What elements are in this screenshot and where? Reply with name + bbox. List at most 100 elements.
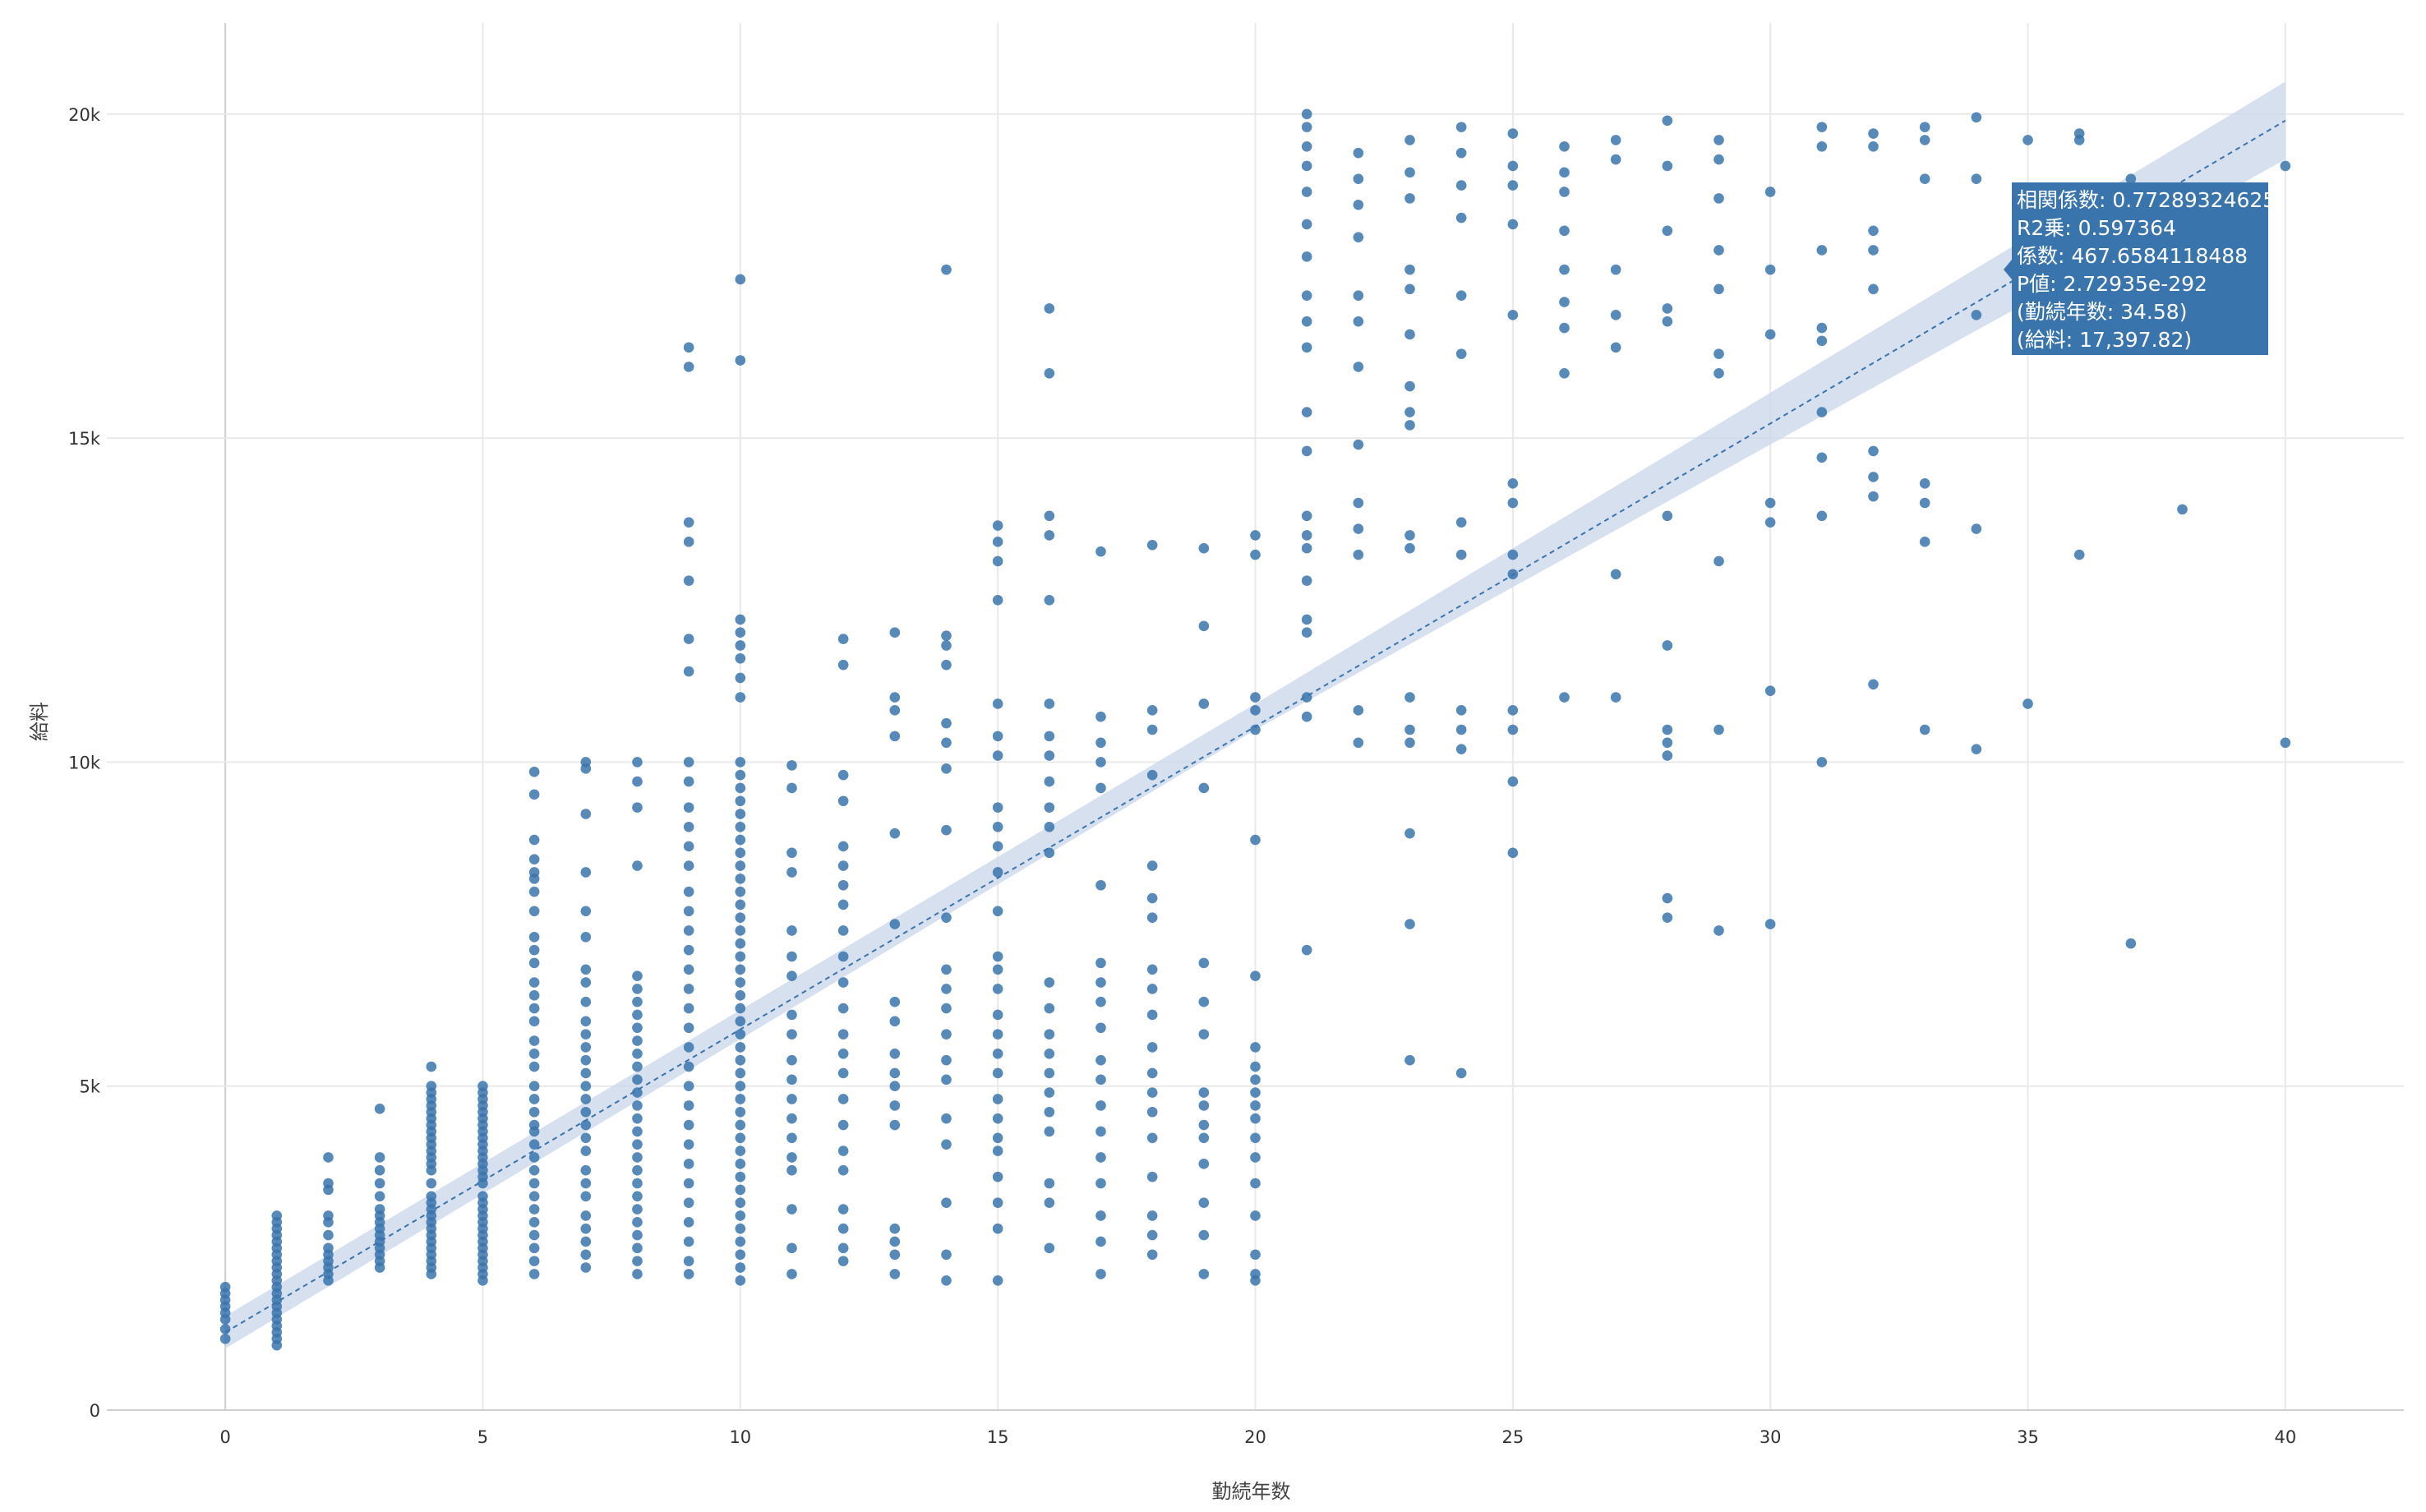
- data-point[interactable]: [1713, 154, 1724, 165]
- data-point[interactable]: [528, 789, 540, 800]
- trend-line[interactable]: [224, 119, 2286, 1334]
- data-point[interactable]: [528, 1139, 540, 1150]
- data-point[interactable]: [941, 1054, 952, 1066]
- data-point[interactable]: [1146, 1210, 1158, 1221]
- data-point[interactable]: [1455, 180, 1467, 191]
- data-point[interactable]: [941, 717, 952, 729]
- data-point[interactable]: [580, 1119, 592, 1131]
- data-point[interactable]: [1404, 264, 1415, 275]
- data-point[interactable]: [1404, 420, 1415, 431]
- data-point[interactable]: [683, 1269, 694, 1279]
- data-point[interactable]: [1301, 407, 1312, 417]
- data-point[interactable]: [1868, 284, 1879, 295]
- data-point[interactable]: [1250, 970, 1261, 981]
- data-point[interactable]: [1662, 303, 1673, 314]
- data-point[interactable]: [528, 854, 540, 865]
- data-point[interactable]: [632, 1164, 643, 1176]
- data-point[interactable]: [632, 1256, 643, 1266]
- data-point[interactable]: [1250, 692, 1261, 703]
- data-point[interactable]: [683, 821, 694, 832]
- data-point[interactable]: [889, 1100, 901, 1111]
- data-point[interactable]: [1816, 322, 1828, 334]
- data-point[interactable]: [941, 1139, 952, 1150]
- data-point[interactable]: [837, 659, 849, 671]
- data-point[interactable]: [837, 1119, 849, 1131]
- data-point[interactable]: [1044, 1048, 1055, 1059]
- data-point[interactable]: [1610, 135, 1621, 145]
- data-point[interactable]: [683, 362, 694, 372]
- data-point[interactable]: [735, 1210, 746, 1221]
- data-point[interactable]: [735, 627, 746, 638]
- data-point[interactable]: [1662, 750, 1673, 761]
- data-point[interactable]: [786, 760, 797, 771]
- data-point[interactable]: [1764, 264, 1776, 275]
- data-point[interactable]: [2022, 698, 2033, 709]
- data-point[interactable]: [1250, 1178, 1261, 1189]
- data-point[interactable]: [683, 634, 694, 644]
- data-point[interactable]: [889, 692, 901, 703]
- data-point[interactable]: [992, 1197, 1003, 1208]
- data-point[interactable]: [1095, 546, 1106, 557]
- data-point[interactable]: [1301, 122, 1312, 132]
- data-point[interactable]: [837, 1204, 849, 1215]
- data-point[interactable]: [426, 1178, 437, 1189]
- data-point[interactable]: [1146, 892, 1158, 904]
- data-point[interactable]: [1507, 705, 1519, 716]
- data-point[interactable]: [735, 834, 746, 846]
- data-point[interactable]: [992, 1067, 1003, 1079]
- data-point[interactable]: [735, 847, 746, 859]
- data-point[interactable]: [735, 355, 746, 366]
- data-point[interactable]: [735, 821, 746, 832]
- data-point[interactable]: [889, 731, 901, 742]
- data-point[interactable]: [1146, 539, 1158, 551]
- data-point[interactable]: [632, 1242, 643, 1254]
- data-point[interactable]: [1559, 167, 1570, 178]
- data-point[interactable]: [837, 1094, 849, 1104]
- data-point[interactable]: [1455, 549, 1467, 560]
- data-point[interactable]: [992, 1029, 1003, 1040]
- data-point[interactable]: [1868, 141, 1879, 152]
- data-point[interactable]: [1610, 264, 1621, 275]
- data-point[interactable]: [1404, 542, 1415, 554]
- data-point[interactable]: [1146, 1249, 1158, 1261]
- data-point[interactable]: [1301, 614, 1312, 625]
- data-point[interactable]: [683, 944, 694, 956]
- data-point[interactable]: [1301, 530, 1312, 541]
- data-point[interactable]: [1146, 860, 1158, 871]
- data-point[interactable]: [786, 951, 797, 962]
- data-point[interactable]: [735, 1016, 746, 1027]
- data-point[interactable]: [1507, 724, 1519, 735]
- data-point[interactable]: [1455, 290, 1467, 301]
- data-point[interactable]: [1044, 594, 1055, 606]
- data-point[interactable]: [528, 1126, 540, 1137]
- data-point[interactable]: [786, 782, 797, 794]
- data-point[interactable]: [1610, 310, 1621, 320]
- data-point[interactable]: [632, 1100, 643, 1111]
- data-point[interactable]: [1250, 549, 1261, 560]
- data-point[interactable]: [580, 1054, 592, 1066]
- data-point[interactable]: [1353, 705, 1364, 716]
- data-point[interactable]: [1713, 925, 1724, 936]
- data-point[interactable]: [941, 1113, 952, 1124]
- data-point[interactable]: [1353, 199, 1364, 210]
- data-point[interactable]: [786, 1009, 797, 1021]
- data-point[interactable]: [1404, 737, 1415, 749]
- data-point[interactable]: [632, 1191, 643, 1202]
- data-point[interactable]: [528, 977, 540, 988]
- data-point[interactable]: [1559, 322, 1570, 334]
- data-point[interactable]: [683, 1003, 694, 1014]
- data-point[interactable]: [1816, 141, 1828, 152]
- data-point[interactable]: [1146, 984, 1158, 994]
- data-point[interactable]: [1198, 1197, 1210, 1208]
- data-point[interactable]: [735, 1275, 746, 1286]
- data-point[interactable]: [735, 874, 746, 884]
- data-point[interactable]: [1095, 1236, 1106, 1247]
- data-point[interactable]: [889, 1067, 901, 1079]
- data-point[interactable]: [735, 1054, 746, 1066]
- data-point[interactable]: [786, 1269, 797, 1279]
- data-point[interactable]: [1353, 316, 1364, 327]
- data-point[interactable]: [889, 1081, 901, 1092]
- data-point[interactable]: [1044, 1087, 1055, 1098]
- data-point[interactable]: [374, 1191, 385, 1202]
- data-point[interactable]: [992, 537, 1003, 547]
